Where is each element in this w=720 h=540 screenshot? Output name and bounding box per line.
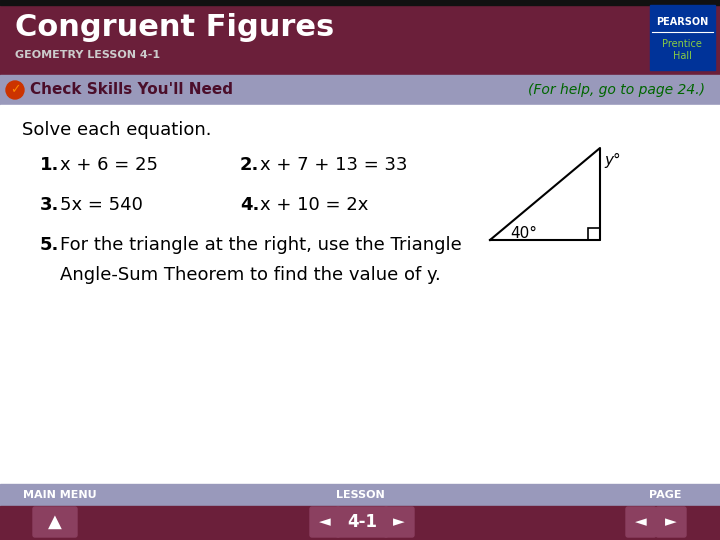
Bar <box>650 5 715 70</box>
Bar <box>0 0 720 75</box>
Text: LESSON: LESSON <box>336 490 384 500</box>
Text: 5.: 5. <box>40 236 59 254</box>
Text: 40°: 40° <box>510 226 537 241</box>
Circle shape <box>6 81 24 99</box>
Text: x + 6 = 25: x + 6 = 25 <box>60 156 158 174</box>
Text: Hall: Hall <box>672 51 691 61</box>
Text: 1.: 1. <box>40 156 59 174</box>
Text: ►: ► <box>393 515 405 530</box>
Text: Solve each equation.: Solve each equation. <box>22 121 212 139</box>
Text: Congruent Figures: Congruent Figures <box>15 14 334 43</box>
Text: 4-1: 4-1 <box>347 513 377 531</box>
Text: Check Skills You'll Need: Check Skills You'll Need <box>30 83 233 98</box>
FancyBboxPatch shape <box>33 507 77 537</box>
Text: PAGE: PAGE <box>649 490 681 500</box>
Bar <box>0 484 720 506</box>
Text: x + 10 = 2x: x + 10 = 2x <box>260 196 369 214</box>
Bar <box>588 228 600 240</box>
Text: GEOMETRY LESSON 4-1: GEOMETRY LESSON 4-1 <box>15 50 160 60</box>
Text: MAIN MENU: MAIN MENU <box>23 490 96 500</box>
Text: Prentice: Prentice <box>662 39 702 49</box>
FancyBboxPatch shape <box>310 507 340 537</box>
Text: ◄: ◄ <box>635 515 647 530</box>
Text: 4.: 4. <box>240 196 259 214</box>
Bar <box>0 0 720 5</box>
Text: Angle-Sum Theorem to find the value of y.: Angle-Sum Theorem to find the value of y… <box>60 266 441 284</box>
Text: ▲: ▲ <box>48 513 62 531</box>
FancyBboxPatch shape <box>626 507 656 537</box>
Text: 3.: 3. <box>40 196 59 214</box>
Text: x + 7 + 13 = 33: x + 7 + 13 = 33 <box>260 156 408 174</box>
Text: ✓: ✓ <box>10 84 20 97</box>
Text: (For help, go to page 24.): (For help, go to page 24.) <box>528 83 705 97</box>
Text: ►: ► <box>665 515 677 530</box>
Text: ◄: ◄ <box>319 515 331 530</box>
FancyBboxPatch shape <box>384 507 414 537</box>
Bar <box>0 506 720 540</box>
Text: PEARSON: PEARSON <box>656 17 708 27</box>
FancyBboxPatch shape <box>336 507 388 537</box>
Text: 2.: 2. <box>240 156 259 174</box>
Bar <box>0 105 720 485</box>
Text: y°: y° <box>604 152 621 167</box>
FancyBboxPatch shape <box>656 507 686 537</box>
Text: 5x = 540: 5x = 540 <box>60 196 143 214</box>
Text: For the triangle at the right, use the Triangle: For the triangle at the right, use the T… <box>60 236 462 254</box>
Bar <box>0 75 720 105</box>
